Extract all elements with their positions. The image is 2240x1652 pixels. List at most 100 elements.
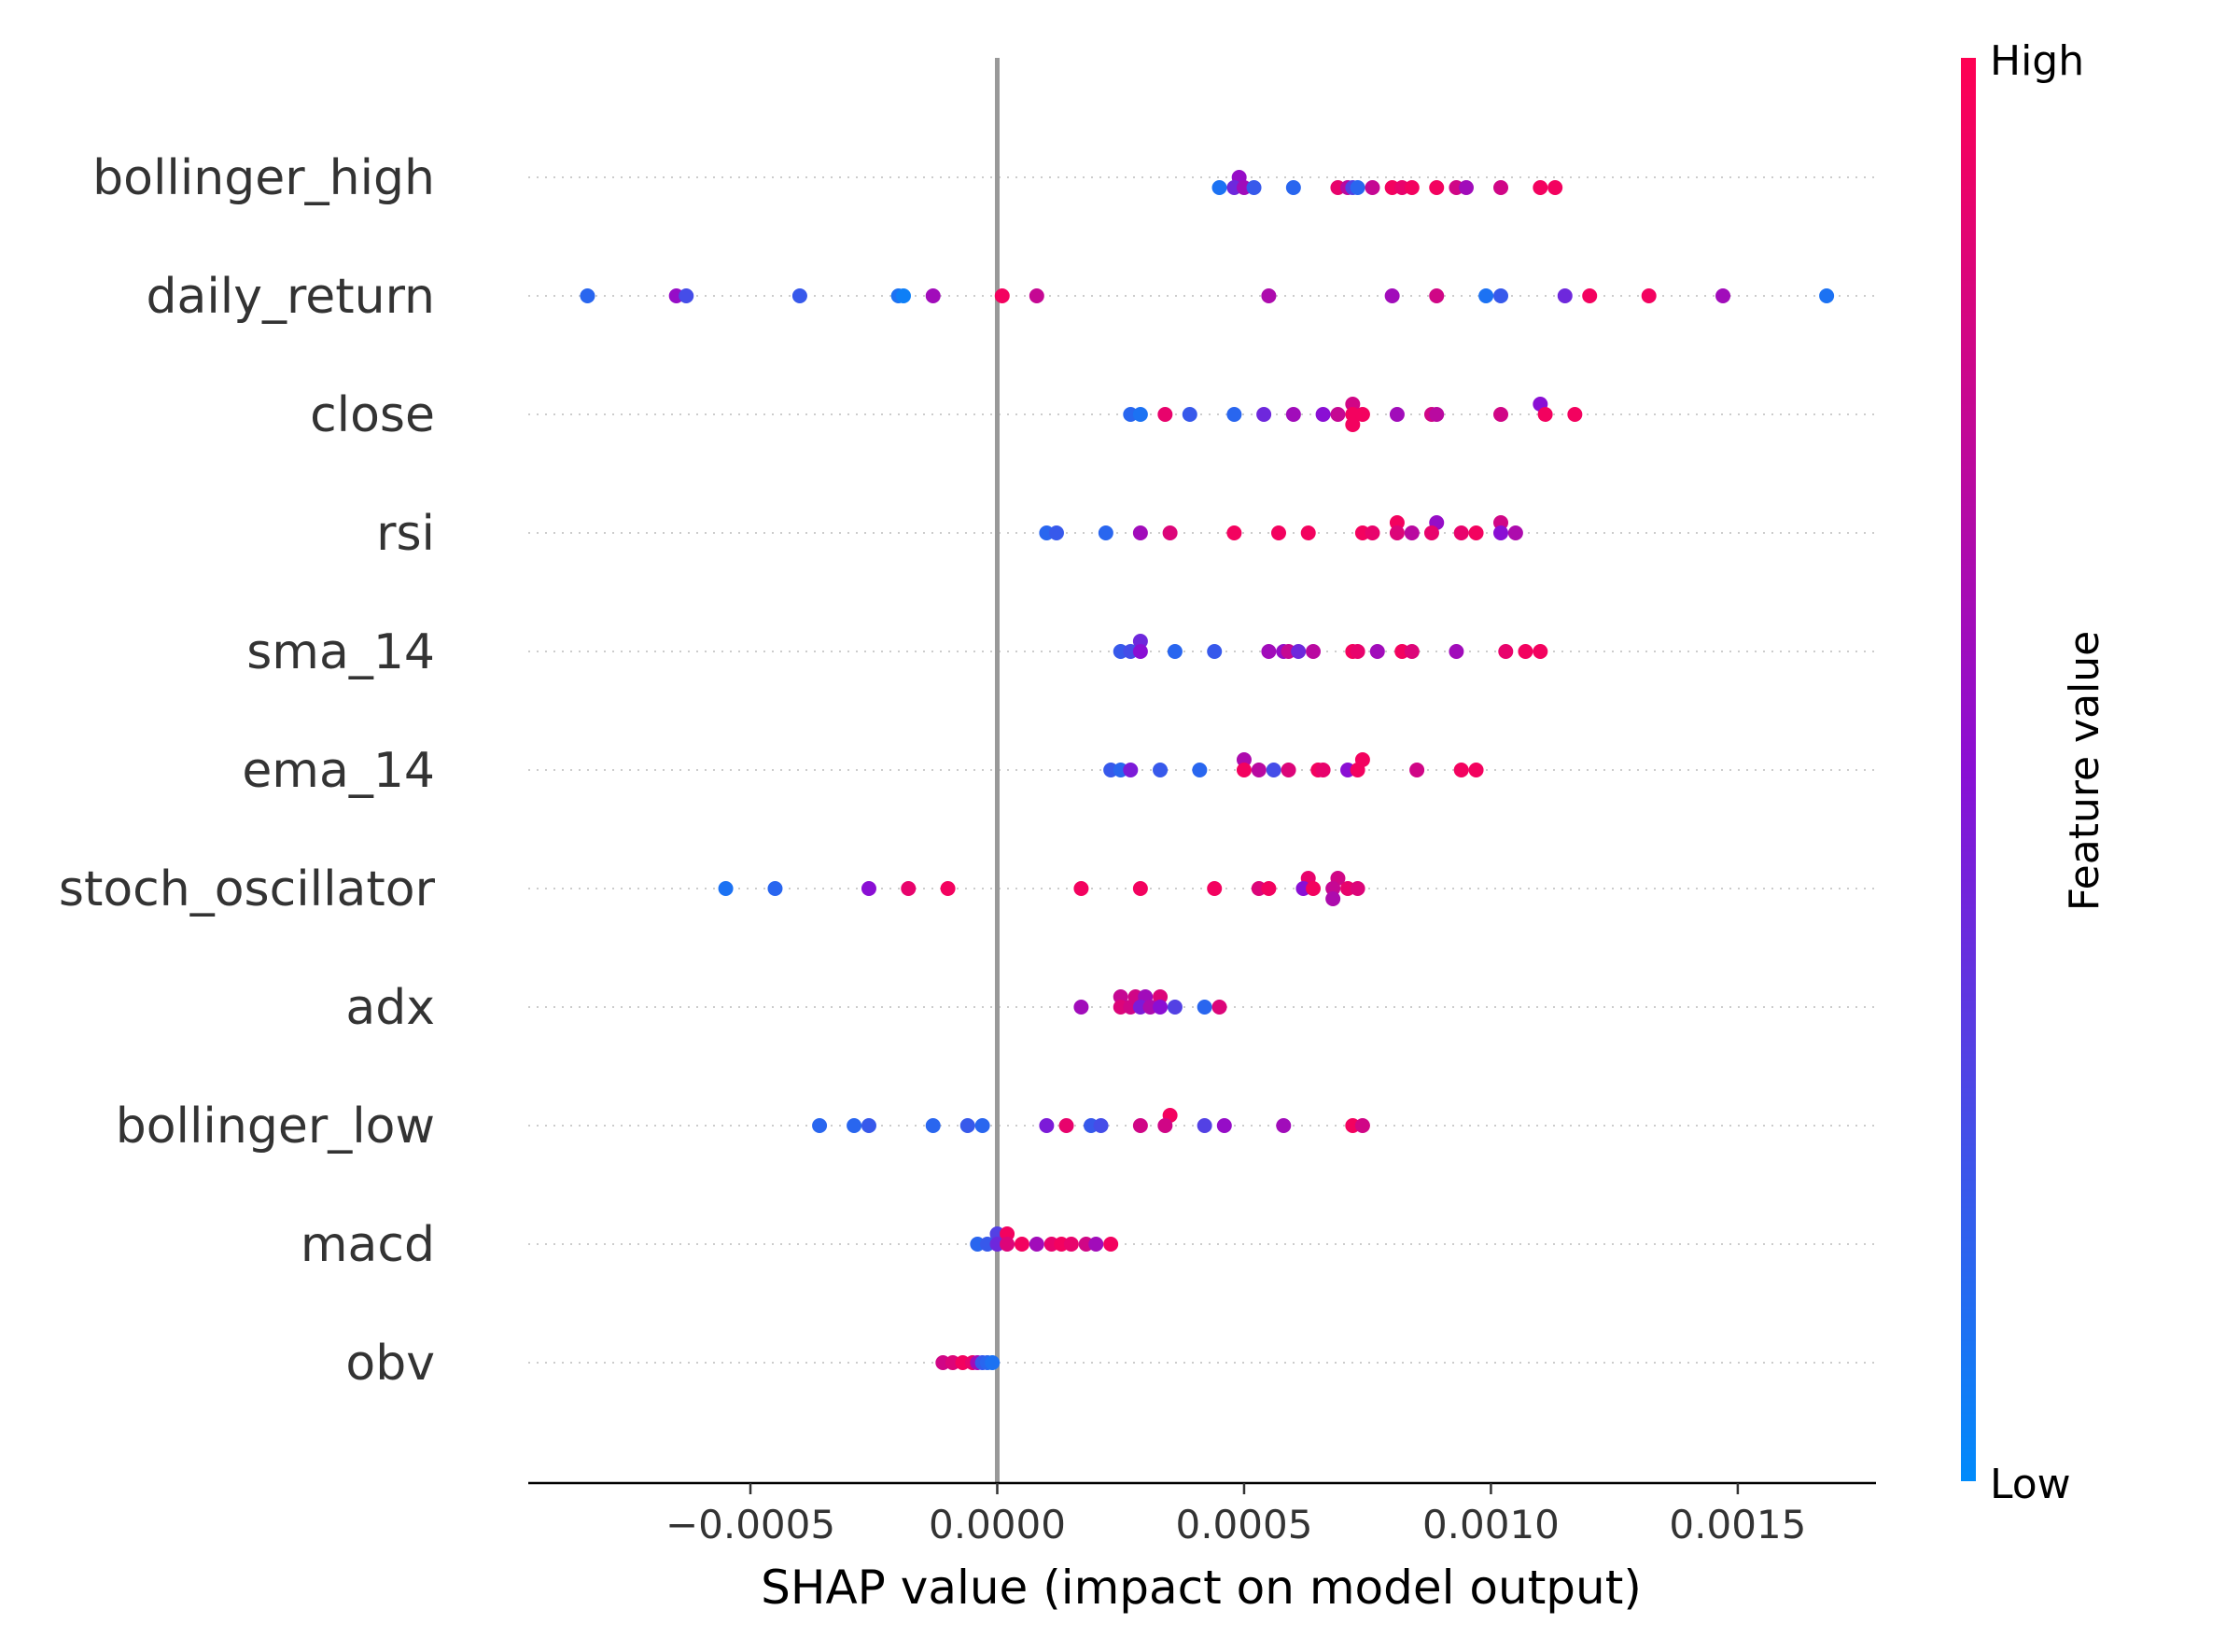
shap-point-daily_return-11 <box>1429 288 1445 303</box>
shap-point-ema_14-16 <box>1453 763 1469 777</box>
shap-point-stoch_oscillator-3 <box>767 881 783 896</box>
shap-point-bollinger_low-5 <box>959 1118 975 1133</box>
shap-point-ema_14-5 <box>1153 763 1169 777</box>
shap-point-bollinger_low-2 <box>847 1118 862 1133</box>
shap-point-stoch_oscillator-9 <box>1207 881 1223 896</box>
shap-point-rsi-4 <box>1048 525 1064 540</box>
shap-point-close-16 <box>1493 407 1509 422</box>
shap-point-rsi-8 <box>1226 525 1242 540</box>
shap-point-adx-3 <box>1153 989 1169 1004</box>
shap-point-bollinger_high-16 <box>1458 180 1474 195</box>
x-tick-label: 0.0010 <box>1422 1502 1560 1547</box>
shap-point-sma_14-18 <box>1518 644 1533 659</box>
shap-point-adx-10 <box>1167 1000 1183 1015</box>
shap-point-close-13 <box>1389 407 1405 422</box>
shap-point-close-0 <box>1345 397 1361 412</box>
shap-point-stoch_oscillator-6 <box>940 881 956 896</box>
shap-point-daily_return-17 <box>1715 288 1731 303</box>
shap-point-rsi-2 <box>1493 515 1509 530</box>
shap-point-rsi-13 <box>1389 525 1405 540</box>
shap-point-stoch_oscillator-17 <box>1325 891 1341 906</box>
feature-label-bollinger_low: bollinger_low <box>116 1099 435 1155</box>
shap-point-bollinger_high-5 <box>1285 180 1301 195</box>
shap-point-bollinger_high-14 <box>1429 180 1445 195</box>
shap-point-rsi-19 <box>1507 525 1523 540</box>
shap-point-daily_return-0 <box>580 288 595 303</box>
shap-point-macd-12 <box>1088 1237 1104 1252</box>
x-axis-title: SHAP value (impact on model output) <box>761 1561 1642 1615</box>
shap-point-sma_14-16 <box>1449 644 1464 659</box>
shap-point-daily_return-13 <box>1493 288 1509 303</box>
shap-point-rsi-12 <box>1365 525 1380 540</box>
shap-point-bollinger_high-9 <box>1350 180 1365 195</box>
shap-point-daily_return-14 <box>1557 288 1573 303</box>
shap-point-rsi-9 <box>1270 525 1286 540</box>
shap-point-daily_return-16 <box>1641 288 1657 303</box>
shap-point-rsi-5 <box>1098 525 1113 540</box>
shap-point-stoch_oscillator-8 <box>1132 881 1148 896</box>
shap-point-rsi-0 <box>1389 515 1405 530</box>
shap-point-macd-6 <box>1014 1237 1029 1252</box>
shap-point-rsi-17 <box>1468 525 1484 540</box>
shap-point-sma_14-15 <box>1404 644 1420 659</box>
feature-label-rsi: rsi <box>376 506 435 562</box>
feature-label-ema_14: ema_14 <box>242 743 435 799</box>
shap-point-sma_14-4 <box>1167 644 1183 659</box>
shap-point-ema_14-8 <box>1251 763 1267 777</box>
shap-point-sma_14-10 <box>1306 644 1322 659</box>
shap-point-daily_return-3 <box>791 288 807 303</box>
shap-point-rsi-16 <box>1453 525 1469 540</box>
colorbar: High Low Feature value <box>1961 37 2108 1508</box>
shap-point-adx-12 <box>1211 1000 1227 1015</box>
shap-point-stoch_oscillator-7 <box>1073 881 1089 896</box>
shap-point-adx-4 <box>1073 1000 1089 1015</box>
shap-point-daily_return-18 <box>1819 288 1835 303</box>
shap-point-macd-5 <box>1000 1237 1015 1252</box>
shap-point-daily_return-15 <box>1582 288 1598 303</box>
shap-point-ema_14-10 <box>1281 763 1296 777</box>
shap-point-bollinger_low-14 <box>1216 1118 1232 1133</box>
feature-label-daily_return: daily_return <box>146 269 435 325</box>
shap-point-bollinger_low-15 <box>1276 1118 1292 1133</box>
shap-point-sma_14-19 <box>1533 644 1548 659</box>
shap-point-daily_return-5 <box>895 288 911 303</box>
feature-label-stoch_oscillator: stoch_oscillator <box>59 861 436 917</box>
shap-point-bollinger_high-4 <box>1246 180 1262 195</box>
shap-point-daily_return-7 <box>994 288 1010 303</box>
shap-point-close-19 <box>1345 417 1361 432</box>
shap-point-bollinger_high-10 <box>1365 180 1380 195</box>
colorbar-low-label: Low <box>1990 1461 2071 1508</box>
x-tick-label: −0.0005 <box>665 1502 835 1547</box>
shap-point-rsi-18 <box>1493 525 1509 540</box>
shap-point-close-6 <box>1226 407 1242 422</box>
feature-label-obv: obv <box>345 1336 435 1392</box>
shap-point-adx-11 <box>1197 1000 1212 1015</box>
shap-point-sma_14-6 <box>1261 644 1277 659</box>
shap-point-macd-1 <box>1000 1226 1015 1241</box>
feature-label-close: close <box>310 387 435 443</box>
shap-point-daily_return-6 <box>925 288 941 303</box>
shap-point-adx-0 <box>1113 989 1128 1004</box>
shap-point-macd-7 <box>1029 1237 1044 1252</box>
shap-point-macd-13 <box>1103 1237 1119 1252</box>
shap-point-bollinger_low-6 <box>974 1118 990 1133</box>
feature-label-sma_14: sma_14 <box>246 624 435 680</box>
x-tick-label: 0.0000 <box>929 1502 1066 1547</box>
shap-point-bollinger_high-17 <box>1493 180 1509 195</box>
shap-point-bollinger_high-1 <box>1211 180 1227 195</box>
points-layer <box>580 170 1835 1370</box>
shap-point-close-7 <box>1256 407 1272 422</box>
shap-point-stoch_oscillator-4 <box>861 881 876 896</box>
shap-point-ema_14-9 <box>1266 763 1281 777</box>
feature-label-bollinger_high: bollinger_high <box>92 150 435 206</box>
shap-point-daily_return-8 <box>1029 288 1044 303</box>
shap-point-sma_14-13 <box>1369 644 1385 659</box>
shap-point-bollinger_low-4 <box>925 1118 941 1133</box>
shap-point-close-10 <box>1330 407 1346 422</box>
shap-point-rsi-15 <box>1423 525 1439 540</box>
colorbar-title: Feature value <box>2061 631 2108 911</box>
shap-point-ema_14-12 <box>1315 763 1331 777</box>
shap-point-sma_14-0 <box>1132 634 1148 649</box>
shap-point-bollinger_low-1 <box>812 1118 828 1133</box>
shap-point-bollinger_high-13 <box>1404 180 1420 195</box>
